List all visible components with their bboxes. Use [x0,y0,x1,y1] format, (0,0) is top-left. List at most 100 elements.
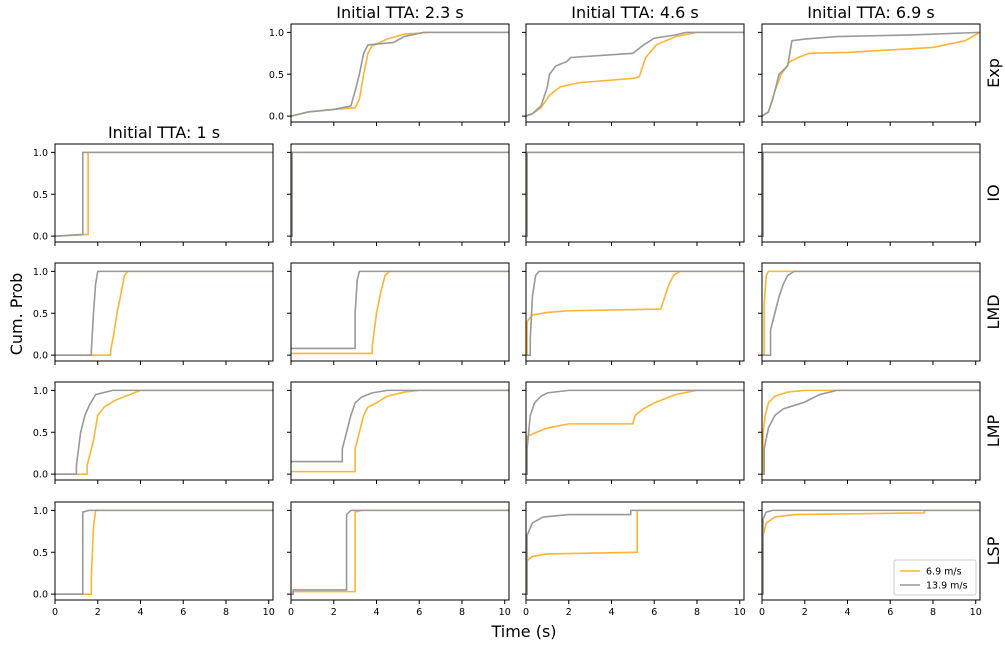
panel-lmp-initial-tta-2-3-s [287,381,510,484]
y-tick-label: 0.5 [269,70,284,81]
y-tick-label: 0.0 [269,112,284,123]
axes-frame [525,23,745,123]
series-line-13-9-m-s [291,270,509,350]
row-label: Exp [984,58,1003,88]
series-line-6-9-m-s [761,31,981,117]
x-tick-label: 8 [223,607,229,618]
panel-lmd-initial-tta-1-s: 0.0 0.5 1.0 [33,262,274,365]
series-line-13-9-m-s [54,151,273,237]
axes-frame [290,23,510,123]
axes-frame [761,23,981,123]
x-tick-label: 10 [970,607,982,618]
panel-io-initial-tta-1-s: 0.0 0.5 1.0 Initial TTA: 1 s [33,123,274,246]
panel-lsp-initial-tta-1-s: 0 2 4 6 8 10 0.0 0.5 1.0 [33,501,275,618]
panel-lsp-initial-tta-4-6-s: 0 2 4 6 8 10 [522,501,746,618]
x-tick-label: 8 [930,607,936,618]
y-tick-label: 0.0 [33,232,48,243]
series-line-13-9-m-s [55,509,273,595]
panel-exp-initial-tta-6-9-s: Initial TTA: 6.9 s Exp [758,3,1003,126]
series-line-6-9-m-s [526,270,744,356]
series-line-6-9-m-s [526,389,744,475]
series-line-13-9-m-s [291,151,509,237]
series-line-13-9-m-s [761,31,981,117]
legend-frame [893,559,977,596]
panel-lmd-initial-tta-6-9-s: LMD [758,262,1003,365]
y-tick-label: 0.5 [33,548,48,559]
x-axis-label: Time (s) [490,622,556,641]
panel-exp-initial-tta-4-6-s: Initial TTA: 4.6 s [522,3,745,126]
series-line-13-9-m-s [525,31,744,117]
x-tick-label: 10 [263,607,275,618]
x-tick-label: 4 [373,607,379,618]
column-title: Initial TTA: 2.3 s [336,3,463,22]
series-line-6-9-m-s [762,151,980,237]
panel-io-initial-tta-2-3-s [287,143,510,246]
x-tick-label: 2 [802,607,808,618]
series-line-6-9-m-s [291,270,509,355]
y-tick-label: 1.0 [269,28,284,39]
axes-frame [54,501,274,601]
y-tick-label: 0.0 [33,470,48,481]
series-line-6-9-m-s [55,389,273,475]
legend: 6.9 m/s 13.9 m/s [893,559,977,596]
panel-lsp-initial-tta-2-3-s: 0 2 4 6 8 10 [287,501,511,618]
panel-grid: 0.0 0.5 1.0 Initial TTA: 2.3 s Initial TTA: … [33,3,1003,618]
series-line-13-9-m-s [526,151,744,237]
x-tick-label: 2 [95,607,101,618]
series-line-6-9-m-s [290,31,509,117]
y-axis-label: Cum. Prob [7,273,26,356]
x-tick-label: 0 [523,607,529,618]
series-line-13-9-m-s [762,151,980,237]
series-line-6-9-m-s [525,31,744,117]
axes-frame [761,381,981,481]
series-line-6-9-m-s [55,509,273,595]
x-tick-label: 2 [566,607,572,618]
axes-frame [290,381,510,481]
series-line-6-9-m-s [526,509,744,595]
row-label: LMD [984,294,1003,329]
axes-frame [290,143,510,243]
y-tick-label: 1.0 [33,386,48,397]
series-line-6-9-m-s [762,389,980,475]
series-line-6-9-m-s [291,151,509,237]
panel-io-initial-tta-4-6-s [522,143,745,246]
panel-exp-initial-tta-2-3-s: 0.0 0.5 1.0 Initial TTA: 2.3 s [269,3,510,126]
x-tick-label: 0 [759,607,765,618]
axes-frame [290,501,510,601]
axes-frame [54,262,274,362]
panel-lmd-initial-tta-4-6-s [522,262,745,365]
series-line-13-9-m-s [762,270,980,356]
series-line-13-9-m-s [526,389,744,475]
y-tick-label: 1.0 [33,506,48,517]
x-tick-label: 10 [734,607,746,618]
x-tick-label: 4 [608,607,614,618]
y-tick-label: 1.0 [33,267,48,278]
row-label: IO [984,184,1003,201]
panel-io-initial-tta-6-9-s: IO [758,143,1003,246]
series-line-6-9-m-s [291,389,509,473]
legend-label-6-9-m-s: 6.9 m/s [926,567,962,578]
axes-frame [761,262,981,362]
axes-frame [761,143,981,243]
axes-frame [525,143,745,243]
panel-lmp-initial-tta-6-9-s: LMP [758,381,1003,484]
row-label: LMP [984,414,1003,447]
series-line-13-9-m-s [55,270,273,356]
x-tick-label: 4 [137,607,143,618]
axes-frame [525,381,745,481]
series-line-13-9-m-s [55,389,273,475]
axes-frame [54,143,274,243]
y-tick-label: 0.0 [33,351,48,362]
series-line-13-9-m-s [290,31,509,117]
x-tick-label: 6 [887,607,893,618]
x-tick-label: 6 [651,607,657,618]
x-tick-label: 6 [180,607,186,618]
x-tick-label: 2 [331,607,337,618]
x-tick-label: 10 [499,607,511,618]
column-title: Initial TTA: 6.9 s [807,3,934,22]
y-tick-label: 0.5 [33,428,48,439]
row-label: LSP [984,536,1003,565]
series-line-6-9-m-s [55,270,273,356]
column-title: Initial TTA: 1 s [108,123,220,142]
x-tick-label: 6 [416,607,422,618]
